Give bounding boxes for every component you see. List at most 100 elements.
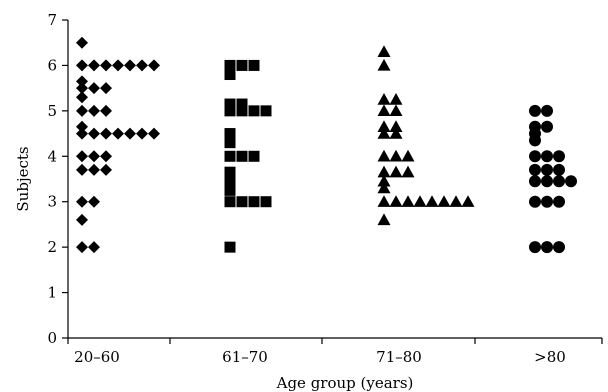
data-point-circle: [541, 241, 553, 254]
data-point-diamond: [76, 36, 88, 49]
x-tick-label: 20–60: [74, 348, 120, 366]
data-point-diamond: [76, 120, 88, 133]
data-point-square: [224, 128, 236, 140]
data-point-square: [224, 175, 236, 187]
data-point-square: [236, 150, 248, 162]
data-point-diamond: [88, 150, 100, 163]
data-point-triangle: [377, 165, 391, 178]
data-point-diamond: [76, 75, 88, 88]
data-point-diamond: [88, 82, 100, 95]
data-point-triangle: [389, 104, 403, 117]
data-point-square: [236, 196, 248, 208]
data-point-diamond: [76, 82, 88, 95]
data-point-diamond: [124, 59, 136, 72]
y-tick-label: 1: [47, 284, 57, 302]
data-point-diamond: [100, 163, 112, 176]
data-point-square: [224, 137, 236, 149]
data-point-circle: [529, 163, 541, 176]
data-point-triangle: [377, 181, 391, 194]
y-tick-label: 7: [47, 11, 57, 29]
data-point-triangle: [389, 149, 403, 162]
data-point-triangle: [377, 127, 391, 139]
data-point-diamond: [88, 163, 100, 176]
data-point-diamond: [100, 127, 112, 140]
data-point-circle: [553, 163, 565, 176]
data-point-square: [224, 150, 236, 162]
data-point-triangle: [377, 149, 391, 162]
y-axis-title: Subjects: [14, 146, 32, 211]
data-point-diamond: [112, 59, 124, 72]
data-point-square: [248, 105, 260, 117]
data-point-triangle: [413, 195, 427, 207]
y-tick-label: 3: [47, 193, 57, 211]
data-point-circle: [541, 120, 553, 133]
data-point-triangle: [377, 58, 391, 71]
data-point-circle: [541, 104, 553, 117]
data-point-diamond: [76, 59, 88, 72]
data-point-square: [224, 69, 236, 81]
data-point-triangle: [377, 120, 391, 132]
data-point-diamond: [100, 150, 112, 163]
data-point-triangle: [389, 127, 403, 139]
data-point-square: [224, 105, 236, 117]
data-point-diamond: [100, 59, 112, 72]
data-point-diamond: [76, 213, 88, 226]
data-point-square: [224, 241, 236, 253]
data-point-square: [236, 98, 248, 110]
data-point-triangle: [377, 213, 391, 226]
data-point-square: [224, 59, 236, 71]
data-point-circle: [529, 134, 541, 147]
data-point-square: [248, 59, 260, 71]
data-point-diamond: [148, 59, 160, 72]
data-point-square: [248, 196, 260, 208]
data-point-diamond: [124, 127, 136, 140]
data-point-square: [236, 59, 248, 71]
data-point-circle: [529, 195, 541, 208]
data-point-circle: [529, 150, 541, 163]
data-point-square: [248, 150, 260, 162]
data-point-triangle: [377, 45, 391, 57]
data-point-triangle: [401, 195, 415, 207]
data-point-diamond: [88, 104, 100, 117]
x-tick-label: 71–80: [376, 348, 422, 366]
data-point-diamond: [136, 127, 148, 140]
data-point-triangle: [401, 149, 415, 162]
data-point-triangle: [377, 174, 391, 187]
data-point-circle: [541, 150, 553, 163]
data-point-square: [224, 184, 236, 196]
data-point-diamond: [76, 195, 88, 208]
y-tick-label: 4: [47, 147, 57, 165]
y-tick-label: 0: [47, 329, 57, 347]
data-point-diamond: [76, 163, 88, 176]
data-point-diamond: [88, 195, 100, 208]
data-point-square: [260, 105, 272, 117]
data-point-square: [224, 196, 236, 208]
data-point-square: [260, 196, 272, 208]
data-point-diamond: [76, 91, 88, 104]
data-point-diamond: [76, 104, 88, 117]
data-point-circle: [553, 241, 565, 254]
data-point-triangle: [449, 195, 463, 207]
data-point-diamond: [76, 127, 88, 140]
x-tick-label: >80: [534, 348, 566, 366]
y-tick-label: 5: [47, 102, 57, 120]
data-point-diamond: [100, 104, 112, 117]
data-point-triangle: [377, 104, 391, 117]
data-point-circle: [553, 150, 565, 163]
data-point-circle: [529, 241, 541, 254]
data-point-triangle: [389, 195, 403, 207]
data-point-diamond: [88, 59, 100, 72]
data-point-circle: [553, 175, 565, 188]
data-point-circle: [529, 104, 541, 117]
data-point-circle: [541, 175, 553, 188]
data-point-diamond: [88, 241, 100, 254]
x-axis-title: Age group (years): [276, 374, 414, 392]
data-point-circle: [541, 195, 553, 208]
data-point-circle: [529, 175, 541, 188]
y-tick-label: 2: [47, 238, 57, 256]
x-tick-label: 61–70: [222, 348, 268, 366]
data-point-triangle: [377, 195, 391, 207]
data-point-circle: [553, 195, 565, 208]
